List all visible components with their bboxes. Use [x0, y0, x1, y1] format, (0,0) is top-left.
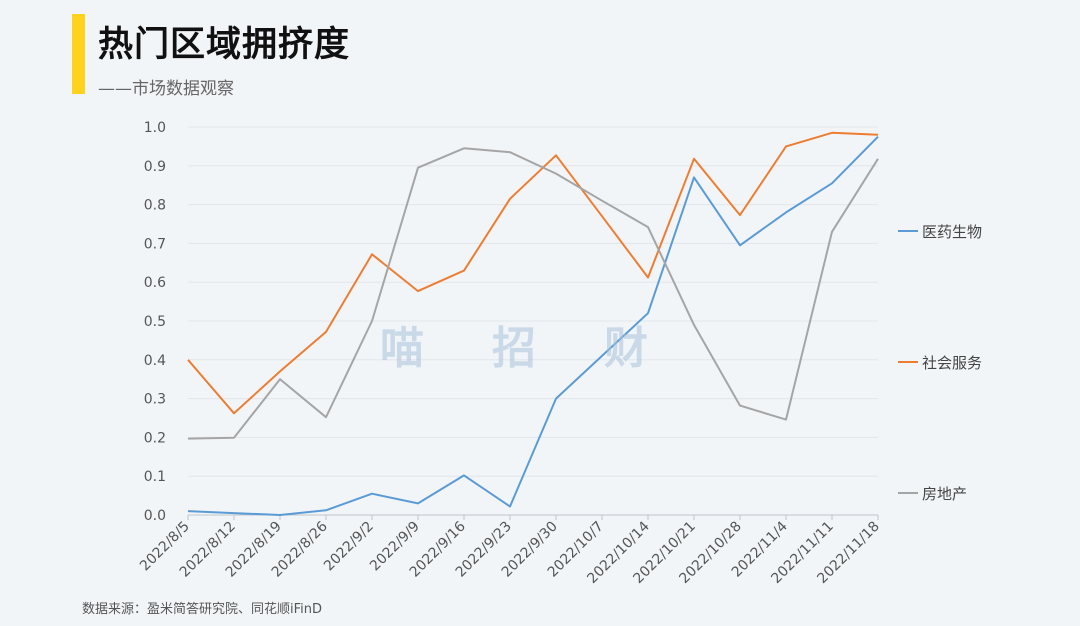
- y-tick-label: 0.8: [144, 198, 166, 214]
- y-tick-label: 0.6: [144, 275, 166, 291]
- legend-label: 医药生物: [922, 223, 982, 241]
- series-line-2: [187, 131, 879, 415]
- series-lines: [187, 131, 879, 516]
- y-tick-label: 0.3: [144, 392, 166, 408]
- y-tick-label: 0.9: [144, 159, 166, 175]
- y-tick-label: 0.7: [144, 236, 166, 252]
- y-tick-label: 0.2: [144, 430, 166, 446]
- series-line-3: [187, 147, 879, 440]
- y-tick-label: 0.1: [144, 469, 166, 485]
- series-line-1: [187, 135, 879, 516]
- y-axis: 0.0 0.1 0.2 0.3 0.4 0.5 0.6 0.7 0.8 0.9 1.0: [144, 120, 166, 524]
- x-tick-label: 2022/9/2: [321, 519, 377, 575]
- data-source-note: 数据来源：盈米简答研究院、同花顺iFinD: [82, 602, 323, 617]
- watermark: 喵招财: [380, 323, 716, 374]
- x-axis: 2022/8/52022/8/122022/8/192022/8/262022/…: [137, 515, 883, 587]
- legend-label: 社会服务: [922, 354, 982, 372]
- chart-grid: [188, 126, 878, 516]
- page-subtitle: ——市场数据观察: [98, 79, 234, 99]
- page-title: 热门区域拥挤度: [98, 25, 351, 65]
- y-tick-label: 0.5: [144, 314, 166, 330]
- y-tick-label: 0.4: [144, 353, 166, 369]
- y-tick-label: 0.0: [144, 508, 166, 524]
- legend-label: 房地产: [922, 485, 967, 503]
- y-tick-label: 1.0: [144, 120, 166, 136]
- title-accent-bar: [72, 14, 85, 94]
